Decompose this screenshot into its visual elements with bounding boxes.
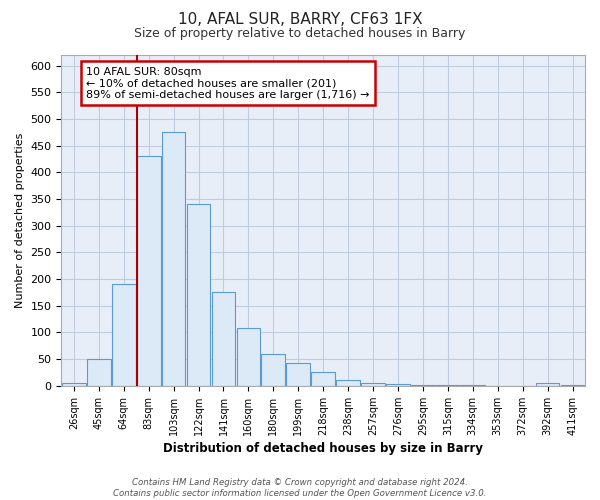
Bar [62,382,86,386]
Bar [187,204,211,386]
Bar [411,385,435,386]
Text: 10 AFAL SUR: 80sqm
← 10% of detached houses are smaller (201)
89% of semi-detach: 10 AFAL SUR: 80sqm ← 10% of detached hou… [86,66,370,100]
Bar [162,132,185,386]
X-axis label: Distribution of detached houses by size in Barry: Distribution of detached houses by size … [163,442,483,455]
Bar [286,363,310,386]
Bar [336,380,360,386]
Bar [236,328,260,386]
Bar [262,354,285,386]
Bar [87,359,110,386]
Text: Contains HM Land Registry data © Crown copyright and database right 2024.
Contai: Contains HM Land Registry data © Crown c… [113,478,487,498]
Bar [361,383,385,386]
Bar [386,384,410,386]
Text: Size of property relative to detached houses in Barry: Size of property relative to detached ho… [134,28,466,40]
Bar [212,292,235,386]
Text: 10, AFAL SUR, BARRY, CF63 1FX: 10, AFAL SUR, BARRY, CF63 1FX [178,12,422,28]
Bar [536,383,559,386]
Bar [112,284,136,386]
Bar [137,156,161,386]
Bar [311,372,335,386]
Y-axis label: Number of detached properties: Number of detached properties [15,132,25,308]
Bar [560,385,584,386]
